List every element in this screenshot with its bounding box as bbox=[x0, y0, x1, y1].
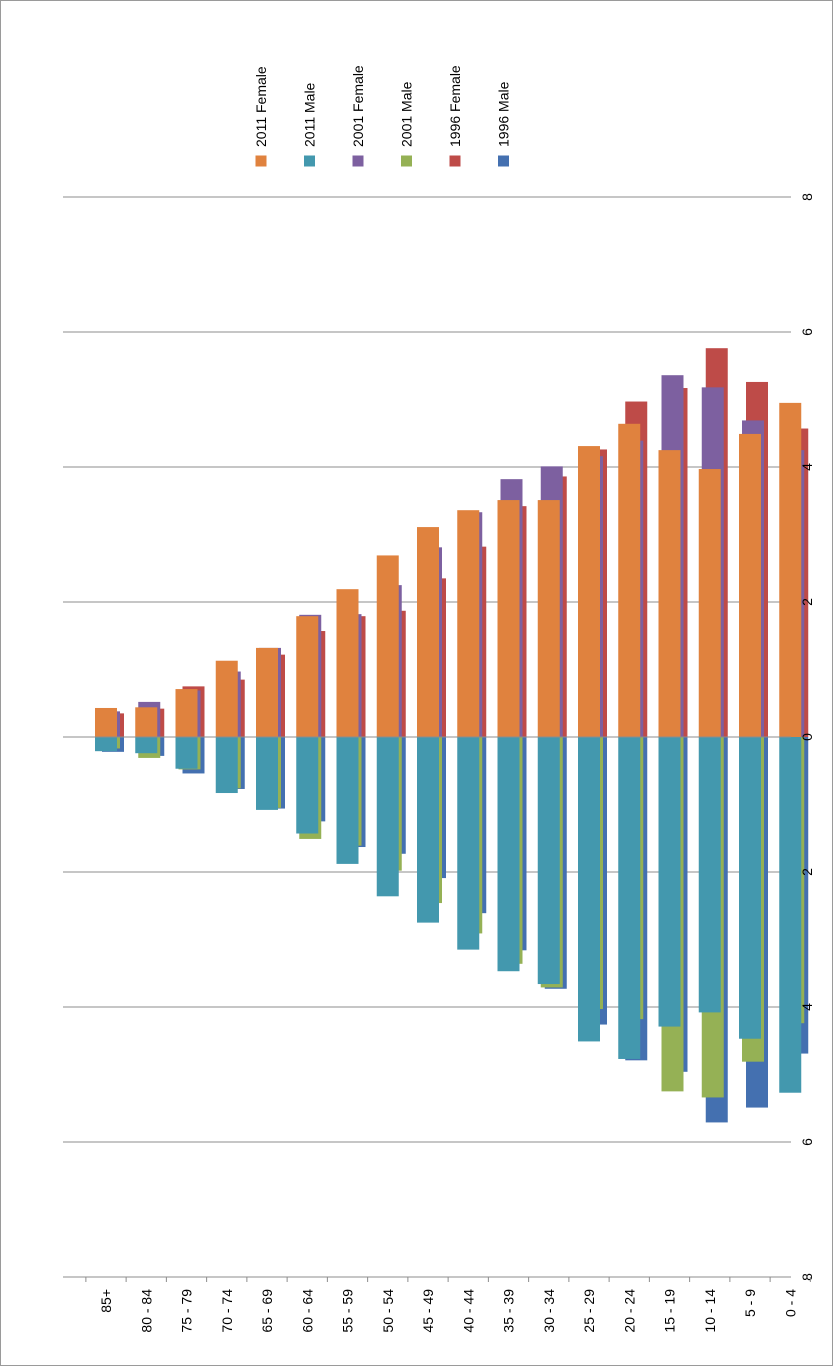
axis-layer: 8 6 4 2 0 2 4 6 8 85+ 80 - 84 75 - 79 70 - 74 65 - 69… bbox=[63, 193, 815, 1333]
bar-2011-female bbox=[417, 527, 439, 737]
bar-2011-female bbox=[658, 450, 681, 737]
value-tick-label: 2 bbox=[799, 598, 815, 606]
category-label: 55 - 59 bbox=[340, 1289, 356, 1333]
category-label: 30 - 34 bbox=[541, 1289, 557, 1333]
value-tick-label: 6 bbox=[799, 328, 815, 336]
legend-swatch bbox=[401, 155, 412, 167]
bar-2011-female bbox=[135, 707, 158, 737]
bar-2011-female bbox=[618, 423, 641, 737]
legend-swatch bbox=[304, 155, 315, 167]
bar-2011-male bbox=[296, 737, 319, 834]
bar-2011-female bbox=[256, 647, 278, 737]
legend-label: 2011 Female bbox=[253, 66, 269, 147]
category-label: 0 - 4 bbox=[782, 1289, 798, 1317]
legend-item: 2011 Female bbox=[253, 66, 269, 167]
bar-2011-male bbox=[95, 737, 117, 752]
legend-label: 2001 Male bbox=[399, 81, 415, 147]
category-label: 10 - 14 bbox=[702, 1289, 718, 1333]
bar-2011-female bbox=[175, 689, 198, 737]
bar-2011-male bbox=[497, 737, 520, 972]
category-label: 45 - 49 bbox=[420, 1289, 436, 1333]
bar-2011-female bbox=[739, 433, 761, 737]
legend: 2011 Female 2011 Male 2001 Female 2001 Male… bbox=[253, 65, 512, 167]
legend-label: 2011 Male bbox=[302, 82, 318, 147]
bar-2011-male bbox=[175, 737, 198, 769]
category-label: 20 - 24 bbox=[621, 1289, 637, 1333]
bar-2011-female bbox=[336, 589, 359, 737]
value-tick-label: 4 bbox=[799, 463, 815, 471]
bar-2011-male bbox=[537, 737, 560, 985]
legend-swatch bbox=[255, 155, 267, 167]
value-tick-label: 8 bbox=[799, 1273, 815, 1281]
category-label: 5 - 9 bbox=[742, 1289, 758, 1317]
value-tick-label: 4 bbox=[799, 1003, 815, 1011]
value-tick-label: 8 bbox=[799, 193, 815, 201]
legend-item: 2001 Male bbox=[399, 81, 415, 167]
category-label: 60 - 64 bbox=[299, 1289, 315, 1333]
legend-item: 1996 Female bbox=[447, 65, 463, 167]
bar-2011-male bbox=[658, 737, 681, 1027]
bar-2011-female bbox=[457, 510, 480, 737]
legend-item: 1996 Male bbox=[496, 81, 512, 167]
bar-2011-female bbox=[497, 500, 520, 737]
bar-2011-female bbox=[376, 555, 399, 737]
category-label: 85+ bbox=[98, 1289, 114, 1313]
bar-2011-male bbox=[336, 737, 359, 864]
bar-2011-male bbox=[698, 737, 721, 1013]
bar-2011-male bbox=[578, 737, 600, 1042]
category-label: 75 - 79 bbox=[179, 1289, 195, 1333]
bar-2011-male bbox=[376, 737, 399, 897]
value-tick-label: 0 bbox=[799, 733, 815, 741]
legend-item: 2011 Male bbox=[302, 82, 318, 167]
category-label: 80 - 84 bbox=[138, 1289, 154, 1333]
value-tick-label: 2 bbox=[799, 868, 815, 876]
bar-2011-male bbox=[417, 737, 439, 923]
category-label: 65 - 69 bbox=[259, 1289, 275, 1333]
category-label: 15 - 19 bbox=[662, 1289, 678, 1333]
legend-swatch bbox=[498, 155, 509, 167]
legend-swatch bbox=[449, 155, 461, 167]
category-label: 70 - 74 bbox=[219, 1289, 235, 1333]
bar-2011-female bbox=[537, 500, 560, 737]
bar-2011-male bbox=[457, 737, 480, 950]
bar-2011-male bbox=[215, 737, 238, 794]
bar-2011-male bbox=[779, 737, 802, 1093]
bar-2011-female bbox=[779, 402, 802, 737]
bar-2011-female bbox=[95, 707, 117, 737]
bar-2011-male bbox=[256, 737, 278, 810]
value-tick-label: 6 bbox=[799, 1138, 815, 1146]
legend-label: 2001 Female bbox=[350, 65, 366, 147]
category-label: 35 - 39 bbox=[501, 1289, 517, 1333]
legend-swatch bbox=[352, 155, 364, 167]
bar-2011-female bbox=[215, 660, 238, 737]
bar-layer bbox=[95, 348, 809, 1123]
legend-label: 1996 Male bbox=[496, 81, 512, 147]
bar-2011-male bbox=[618, 737, 641, 1059]
bar-2011-female bbox=[578, 446, 600, 737]
legend-item: 2001 Female bbox=[350, 65, 366, 167]
legend-label: 1996 Female bbox=[447, 65, 463, 147]
category-label: 40 - 44 bbox=[460, 1289, 476, 1333]
category-label: 25 - 29 bbox=[581, 1289, 597, 1333]
bar-2011-female bbox=[296, 616, 319, 737]
bar-2011-female bbox=[698, 469, 721, 737]
category-label: 50 - 54 bbox=[380, 1289, 396, 1333]
bar-2011-male bbox=[135, 737, 158, 754]
bar-2011-male bbox=[739, 737, 761, 1039]
